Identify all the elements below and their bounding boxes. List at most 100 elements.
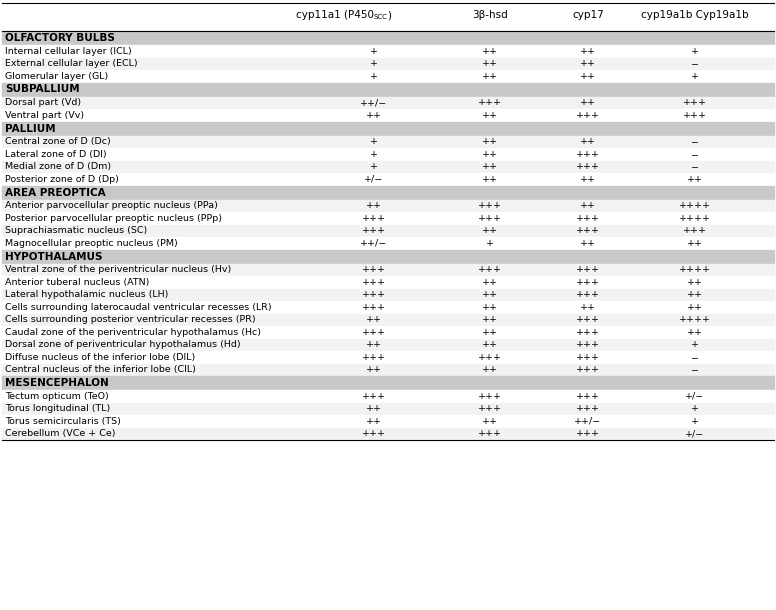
Bar (2, 109, 774, 121)
Bar (2, 70, 774, 82)
Text: cyp19a1b Cyp19a1b: cyp19a1b Cyp19a1b (641, 10, 749, 20)
Text: +++: +++ (576, 278, 600, 287)
Text: +++: +++ (362, 214, 386, 223)
Text: +/−: +/− (685, 392, 705, 401)
Bar (2, 314, 774, 326)
Text: Tectum opticum (TeO): Tectum opticum (TeO) (5, 392, 109, 401)
Text: −: − (691, 162, 699, 171)
Bar (2, 428, 774, 440)
Text: ++: ++ (687, 303, 703, 312)
Text: HYPOTHALAMUS: HYPOTHALAMUS (5, 251, 102, 262)
Text: +++: +++ (683, 226, 707, 235)
Text: +++: +++ (576, 315, 600, 325)
Bar (2, 173, 774, 185)
Text: +++: +++ (576, 365, 600, 375)
Bar (2, 121, 774, 135)
Text: +++: +++ (576, 149, 600, 159)
Text: +: + (370, 149, 378, 159)
Text: MESENCEPHALON: MESENCEPHALON (5, 378, 109, 388)
Text: −: − (691, 137, 699, 146)
Text: Lateral zone of D (Dl): Lateral zone of D (Dl) (5, 149, 106, 159)
Bar (2, 57, 774, 70)
Text: 3β-hsd: 3β-hsd (472, 10, 508, 20)
Text: ++: ++ (366, 340, 382, 350)
Text: Suprachiasmatic nucleus (SC): Suprachiasmatic nucleus (SC) (5, 226, 147, 235)
Text: +: + (370, 162, 378, 171)
Text: +++: +++ (478, 201, 502, 210)
Text: Dorsal zone of periventricular hypothalamus (Hd): Dorsal zone of periventricular hypothala… (5, 340, 241, 350)
Bar (2, 289, 774, 301)
Text: ++++: ++++ (679, 265, 711, 275)
Text: ++: ++ (580, 239, 596, 248)
Text: ): ) (387, 10, 391, 20)
Text: −: − (691, 59, 699, 68)
Text: +++: +++ (576, 353, 600, 362)
Bar (2, 264, 774, 276)
Text: ++++: ++++ (679, 214, 711, 223)
Text: ++: ++ (580, 98, 596, 107)
Text: +++: +++ (362, 226, 386, 235)
Text: ++: ++ (687, 290, 703, 300)
Text: +++: +++ (576, 214, 600, 223)
Text: ++: ++ (366, 417, 382, 426)
Text: ++: ++ (482, 290, 498, 300)
Text: ++: ++ (580, 137, 596, 146)
Text: +++: +++ (576, 328, 600, 337)
Text: ++: ++ (482, 328, 498, 337)
Bar (2, 339, 774, 351)
Text: Cerebellum (VCe + Ce): Cerebellum (VCe + Ce) (5, 429, 116, 438)
Bar (2, 45, 774, 57)
Text: Cells surrounding posterior ventricular recesses (PR): Cells surrounding posterior ventricular … (5, 315, 255, 325)
Text: SUBPALLIUM: SUBPALLIUM (5, 85, 80, 95)
Text: +++: +++ (683, 98, 707, 107)
Bar (2, 237, 774, 249)
Text: ++: ++ (687, 278, 703, 287)
Text: +++: +++ (362, 353, 386, 362)
Text: SCC: SCC (374, 14, 388, 20)
Text: ++++: ++++ (679, 315, 711, 325)
Text: +++: +++ (362, 429, 386, 438)
Text: +++: +++ (576, 392, 600, 401)
Text: +++: +++ (362, 328, 386, 337)
Text: ++/−: ++/− (574, 417, 601, 426)
Text: +++: +++ (576, 162, 600, 171)
Text: +: + (370, 47, 378, 56)
Text: Medial zone of D (Dm): Medial zone of D (Dm) (5, 162, 111, 171)
Bar (2, 276, 774, 289)
Text: −: − (691, 365, 699, 375)
Text: +/−: +/− (685, 429, 705, 438)
Text: +++: +++ (362, 265, 386, 275)
Bar (2, 376, 774, 390)
Text: ++: ++ (482, 315, 498, 325)
Text: +++: +++ (478, 98, 502, 107)
Bar (2, 249, 774, 264)
Text: ++: ++ (580, 72, 596, 81)
Bar (2, 31, 774, 45)
Text: +++: +++ (362, 278, 386, 287)
Text: ++: ++ (366, 201, 382, 210)
Text: +: + (486, 239, 494, 248)
Text: cyp17: cyp17 (572, 10, 604, 20)
Text: Magnocellular preoptic nucleus (PM): Magnocellular preoptic nucleus (PM) (5, 239, 178, 248)
Text: ++: ++ (482, 365, 498, 375)
Text: ++: ++ (687, 239, 703, 248)
Text: ++: ++ (580, 174, 596, 184)
Text: Dorsal part (Vd): Dorsal part (Vd) (5, 98, 81, 107)
Text: +: + (691, 417, 699, 426)
Text: ++: ++ (580, 47, 596, 56)
Bar (2, 82, 774, 96)
Text: ++: ++ (482, 278, 498, 287)
Bar (2, 199, 774, 212)
Text: ++: ++ (482, 47, 498, 56)
Text: ++: ++ (366, 111, 382, 120)
Bar (2, 185, 774, 199)
Text: ++: ++ (482, 303, 498, 312)
Bar (2, 364, 774, 376)
Text: ++: ++ (687, 174, 703, 184)
Text: ++: ++ (482, 59, 498, 68)
Text: +++: +++ (576, 111, 600, 120)
Bar (2, 160, 774, 173)
Text: +++: +++ (478, 214, 502, 223)
Text: Anterior tuberal nucleus (ATN): Anterior tuberal nucleus (ATN) (5, 278, 149, 287)
Bar (2, 301, 774, 314)
